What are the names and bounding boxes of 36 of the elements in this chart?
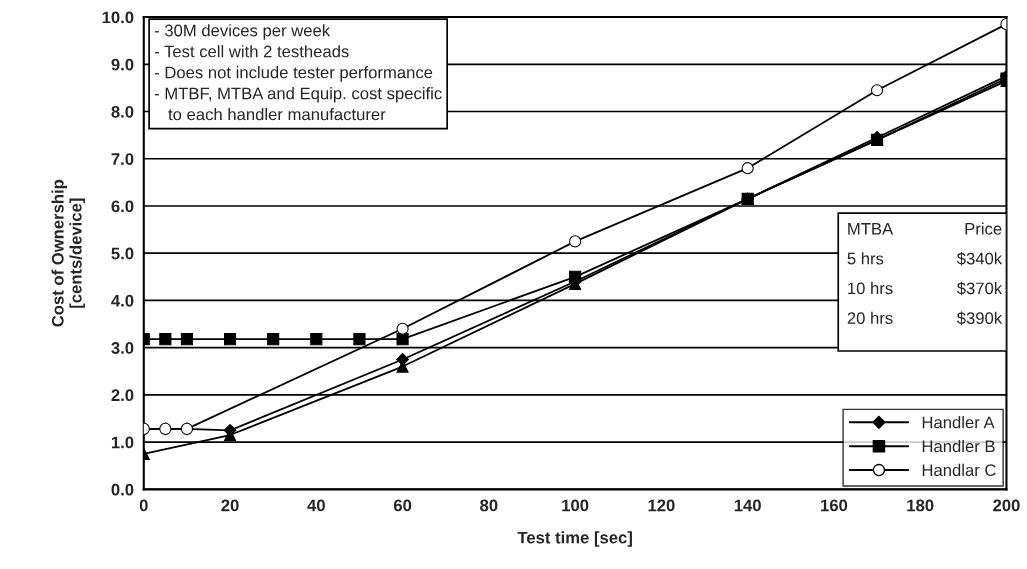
annotation: $340k bbox=[956, 252, 1003, 266]
y-tick-label: 6.0 bbox=[111, 200, 134, 213]
y-axis-title: Cost of Ownership [cents/device] bbox=[51, 179, 85, 327]
y-tick-label: 3.0 bbox=[111, 342, 134, 354]
legend-label: Handler A bbox=[922, 416, 995, 429]
x-tick-label: 20 bbox=[221, 499, 239, 512]
y-tick-label: 2.0 bbox=[111, 389, 134, 402]
annotation: $390k bbox=[956, 311, 1003, 325]
y-tick-label: 1.0 bbox=[111, 436, 134, 449]
y-tick-label: 9.0 bbox=[111, 58, 134, 71]
x-tick-label: 200 bbox=[993, 499, 1020, 512]
x-tick-label: 0 bbox=[139, 499, 148, 512]
x-axis-title: Test time [sec] bbox=[517, 531, 632, 547]
y-tick-label: 0.0 bbox=[111, 483, 134, 496]
annotation: $370k bbox=[956, 281, 1003, 296]
annotation: - 30M devices per week - Test cell with 2 testheads - Does not include tester performance - MTBF, MTBA and Equip. cost specific to each handler manufacturer bbox=[154, 24, 442, 121]
x-tick-label: 160 bbox=[821, 499, 848, 512]
x-tick-label: 140 bbox=[734, 499, 761, 512]
x-tick-label: 80 bbox=[480, 499, 498, 512]
y-tick-label: 8.0 bbox=[111, 105, 134, 118]
annotation: Price bbox=[965, 222, 1002, 235]
y-tick-label: 10.0 bbox=[102, 11, 134, 24]
legend-label: Handler B bbox=[922, 439, 995, 453]
y-tick-label: 7.0 bbox=[111, 153, 134, 165]
x-tick-label: 120 bbox=[648, 499, 675, 512]
x-tick-label: 60 bbox=[393, 499, 412, 512]
annotation: 10 hrs bbox=[848, 282, 893, 295]
y-tick-label: 5.0 bbox=[111, 247, 134, 260]
annotation: MTBA bbox=[848, 223, 894, 235]
y-tick-label: 4.0 bbox=[111, 294, 134, 307]
x-tick-label: 100 bbox=[562, 499, 589, 512]
annotation: 20 hrs bbox=[847, 311, 893, 325]
x-tick-label: 40 bbox=[307, 499, 325, 512]
legend-label: Handlar C bbox=[922, 463, 996, 477]
x-tick-label: 180 bbox=[907, 499, 934, 512]
annotation: 5 hrs bbox=[847, 252, 884, 265]
